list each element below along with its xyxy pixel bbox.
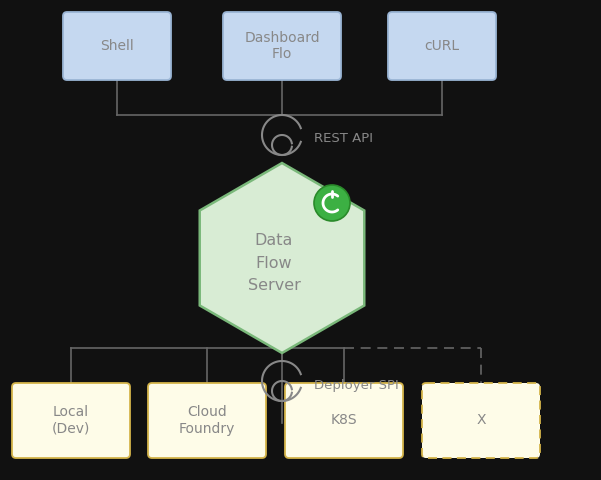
Text: Cloud
Foundry: Cloud Foundry (179, 406, 235, 436)
FancyBboxPatch shape (63, 12, 171, 80)
Text: Deployer SPI: Deployer SPI (314, 379, 398, 392)
Circle shape (314, 185, 350, 221)
FancyBboxPatch shape (422, 383, 540, 458)
Text: Data
Flow
Server: Data Flow Server (248, 233, 300, 293)
Polygon shape (200, 163, 364, 353)
Text: Local
(Dev): Local (Dev) (52, 406, 90, 436)
Text: K8S: K8S (331, 413, 358, 428)
Text: cURL: cURL (424, 39, 460, 53)
Text: REST API: REST API (314, 132, 373, 145)
FancyBboxPatch shape (223, 12, 341, 80)
Text: Shell: Shell (100, 39, 134, 53)
FancyBboxPatch shape (148, 383, 266, 458)
FancyBboxPatch shape (285, 383, 403, 458)
Text: X: X (476, 413, 486, 428)
Text: Dashboard
Flo: Dashboard Flo (244, 31, 320, 61)
FancyBboxPatch shape (388, 12, 496, 80)
FancyBboxPatch shape (12, 383, 130, 458)
